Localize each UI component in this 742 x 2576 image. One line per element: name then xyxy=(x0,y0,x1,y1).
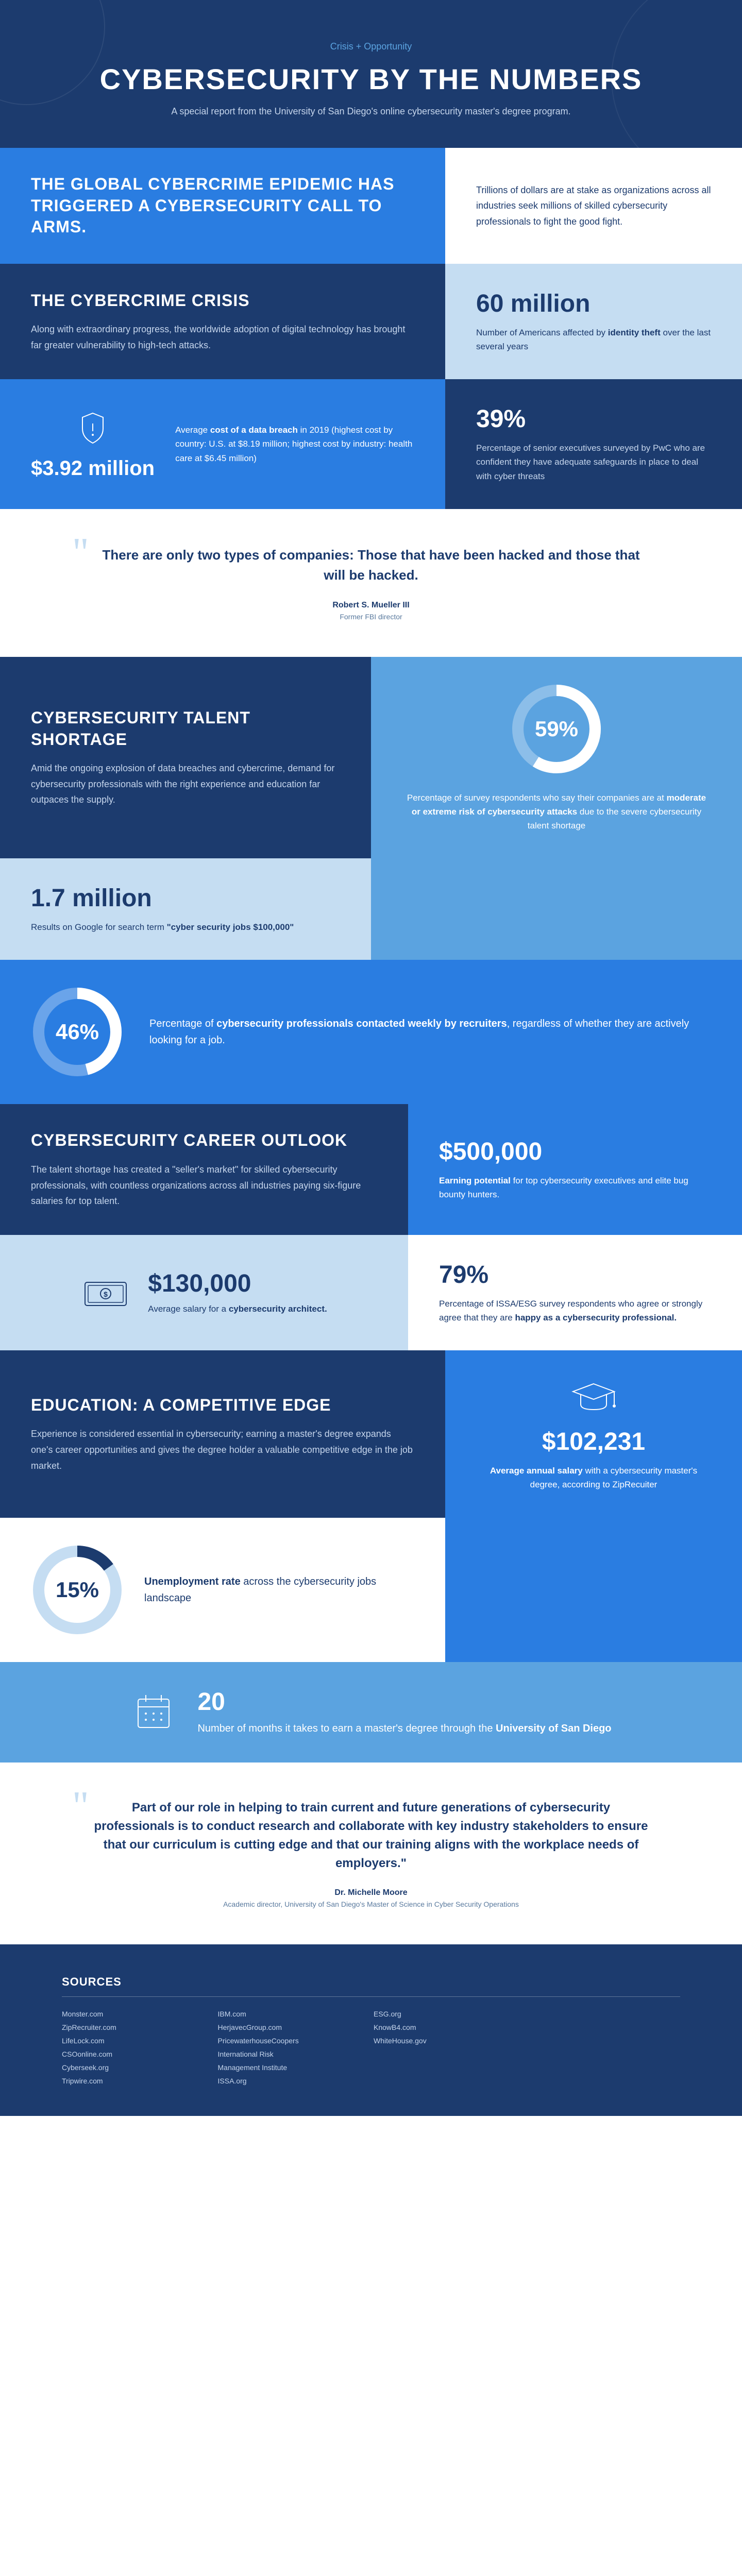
education-body: Experience is considered essential in cy… xyxy=(31,1426,414,1473)
sources-section: SOURCES Monster.com IBM.com ESG.org ZipRecr… xyxy=(0,1944,742,2116)
source-item: HerjavecGroup.com xyxy=(218,2023,369,2031)
source-item: International Risk xyxy=(218,2050,369,2058)
career-header-row: CYBERSECURITY CAREER OUTLOOK The talent … xyxy=(0,1104,742,1234)
quote-mark-icon: " xyxy=(72,1783,89,1830)
source-item xyxy=(374,2050,525,2058)
source-item xyxy=(530,2023,681,2031)
google-num: 1.7 million xyxy=(31,884,340,912)
education-title: EDUCATION: A COMPETITIVE EDGE xyxy=(31,1395,414,1416)
source-item xyxy=(374,2063,525,2072)
donut-15: 15% xyxy=(31,1544,124,1636)
source-item: PricewaterhouseCoopers xyxy=(218,2037,369,2045)
sources-grid: Monster.com IBM.com ESG.org ZipRecruiter.co… xyxy=(62,2010,680,2085)
crisis-body: Along with extraordinary progress, the w… xyxy=(31,321,414,353)
months-desc: Number of months it takes to earn a mast… xyxy=(197,1720,611,1737)
crisis-stat1-desc: Number of Americans affected by identity… xyxy=(476,326,711,353)
quote1-role: Former FBI director xyxy=(93,613,649,621)
crisis-title: THE CYBERCRIME CRISIS xyxy=(31,290,414,312)
career-title: CYBERSECURITY CAREER OUTLOOK xyxy=(31,1130,377,1151)
months-num: 20 xyxy=(197,1688,611,1716)
quote-mark-icon: " xyxy=(72,530,89,577)
earning-desc: Earning potential for top cybersecurity … xyxy=(439,1174,711,1201)
header-eyebrow: Crisis + Opportunity xyxy=(62,41,680,52)
google-desc: Results on Google for search term "cyber… xyxy=(31,920,340,934)
source-item xyxy=(530,2010,681,2018)
edu-salary-desc: Average annual salary with a cybersecuri… xyxy=(476,1464,711,1492)
shortage-header-row: CYBERSECURITY TALENT SHORTAGE Amid the o… xyxy=(0,657,742,859)
source-item: Cyberseek.org xyxy=(62,2063,213,2072)
intro-row: THE GLOBAL CYBERCRIME EPIDEMIC HAS TRIGG… xyxy=(0,148,742,264)
education-unemp-row: 15% Unemployment rate across the cyberse… xyxy=(0,1518,742,1662)
crisis-stat2-num: 39% xyxy=(476,405,711,433)
header: Crisis + Opportunity CYBERSECURITY BY TH… xyxy=(0,0,742,148)
source-item: LifeLock.com xyxy=(62,2037,213,2045)
source-item: Monster.com xyxy=(62,2010,213,2018)
quote1-author: Robert S. Mueller III xyxy=(93,601,649,610)
quote2-author: Dr. Michelle Moore xyxy=(93,1888,649,1897)
source-item: KnowB4.com xyxy=(374,2023,525,2031)
happy-desc: Percentage of ISSA/ESG survey respondent… xyxy=(439,1297,711,1325)
education-header-row: EDUCATION: A COMPETITIVE EDGE Experience… xyxy=(0,1350,742,1517)
donut2-desc: Percentage of cybersecurity professional… xyxy=(149,1015,711,1048)
svg-text:$: $ xyxy=(104,1290,108,1298)
donut-46: 46% xyxy=(31,986,124,1078)
career-salary-row: $ $130,000 Average salary for a cybersec… xyxy=(0,1235,742,1350)
source-item: ISSA.org xyxy=(218,2077,369,2085)
salary-desc: Average salary for a cybersecurity archi… xyxy=(148,1302,327,1316)
intro-headline: THE GLOBAL CYBERCRIME EPIDEMIC HAS TRIGG… xyxy=(31,174,414,238)
infographic-root: Crisis + Opportunity CYBERSECURITY BY TH… xyxy=(0,0,742,2116)
intro-body: Trillions of dollars are at stake as org… xyxy=(476,182,711,230)
edu-salary-num: $102,231 xyxy=(476,1428,711,1456)
donut-59: 59% xyxy=(510,683,603,775)
education-months-row: 20 Number of months it takes to earn a m… xyxy=(0,1662,742,1762)
quote2-section: " Part of our role in helping to train c… xyxy=(0,1762,742,1944)
source-item xyxy=(374,2077,525,2085)
header-subtitle: A special report from the University of … xyxy=(62,106,680,117)
shortage-google-row: 1.7 million Results on Google for search… xyxy=(0,858,742,960)
crisis-header-row: THE CYBERCRIME CRISIS Along with extraor… xyxy=(0,264,742,379)
happy-num: 79% xyxy=(439,1261,711,1289)
source-item: ZipRecruiter.com xyxy=(62,2023,213,2031)
shield-icon xyxy=(72,408,113,449)
unemp-desc: Unemployment rate across the cybersecuri… xyxy=(144,1573,414,1606)
header-title: CYBERSECURITY BY THE NUMBERS xyxy=(62,62,680,96)
crisis-stats-row: $3.92 million Average cost of a data bre… xyxy=(0,379,742,509)
source-item: CSOonline.com xyxy=(62,2050,213,2058)
sources-title: SOURCES xyxy=(62,1975,680,1997)
source-item: IBM.com xyxy=(218,2010,369,2018)
calendar-icon xyxy=(130,1689,177,1735)
shortage-body: Amid the ongoing explosion of data breac… xyxy=(31,760,340,808)
shortage-title: CYBERSECURITY TALENT SHORTAGE xyxy=(31,707,340,750)
money-icon: $ xyxy=(81,1275,132,1311)
source-item: WhiteHouse.gov xyxy=(374,2037,525,2045)
crisis-stat1-num: 60 million xyxy=(476,290,711,318)
career-body: The talent shortage has created a "selle… xyxy=(31,1162,377,1209)
source-item xyxy=(530,2037,681,2045)
source-item xyxy=(530,2063,681,2072)
breach-desc: Average cost of a data breach in 2019 (h… xyxy=(175,423,414,465)
shortage-46-row: 46% Percentage of cybersecurity professi… xyxy=(0,960,742,1104)
source-item xyxy=(530,2077,681,2085)
source-item: Management Institute xyxy=(218,2063,369,2072)
donut1-desc: Percentage of survey respondents who say… xyxy=(402,791,711,833)
quote2-text: Part of our role in helping to train cur… xyxy=(93,1799,649,1873)
quote1-text: There are only two types of companies: T… xyxy=(93,545,649,585)
source-item: Tripwire.com xyxy=(62,2077,213,2085)
crisis-stat2-desc: Percentage of senior executives surveyed… xyxy=(476,441,711,483)
graduation-cap-icon xyxy=(568,1376,619,1417)
salary-num: $130,000 xyxy=(148,1269,327,1298)
source-item xyxy=(530,2050,681,2058)
quote2-role: Academic director, University of San Die… xyxy=(93,1900,649,1908)
breach-num: $3.92 million xyxy=(31,457,155,480)
source-item: ESG.org xyxy=(374,2010,525,2018)
earning-num: $500,000 xyxy=(439,1138,711,1166)
quote1-section: " There are only two types of companies:… xyxy=(0,509,742,657)
